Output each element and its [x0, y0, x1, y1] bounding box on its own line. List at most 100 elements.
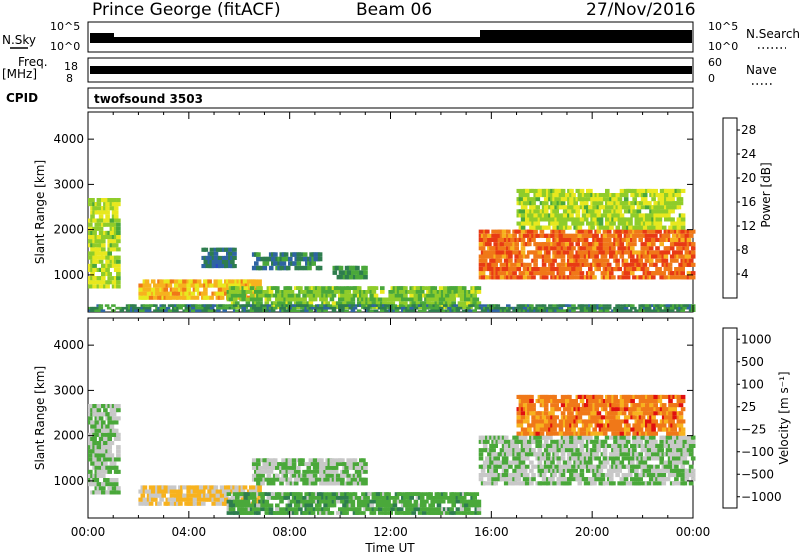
- data-cell: [524, 473, 530, 478]
- data-cell: [377, 511, 383, 515]
- data-cell: [535, 205, 541, 210]
- colorbar-tick-label: 24: [741, 147, 756, 161]
- data-cell: [623, 197, 629, 202]
- data-cell: [194, 287, 200, 292]
- data-cell: [173, 279, 179, 284]
- data-cell: [558, 267, 564, 272]
- data-cell: [651, 237, 656, 242]
- data-cell: [428, 309, 433, 312]
- data-cell: [291, 499, 297, 504]
- data-cell: [524, 477, 530, 482]
- data-cell: [257, 283, 262, 288]
- data-cell: [646, 237, 652, 242]
- data-cell: [529, 213, 534, 218]
- data-cell: [583, 217, 589, 222]
- data-cell: [211, 304, 217, 307]
- data-cell: [487, 233, 492, 238]
- data-cell: [651, 229, 656, 234]
- data-cell: [287, 293, 293, 298]
- data-cell: [596, 473, 601, 478]
- data-cell: [224, 255, 229, 260]
- cpid-value: twofsound 3503: [94, 92, 203, 106]
- data-cell: [690, 262, 696, 267]
- data-cell: [646, 448, 652, 453]
- data-cell: [105, 206, 110, 211]
- data-cell: [258, 265, 263, 271]
- data-cell: [335, 462, 341, 466]
- data-cell: [651, 448, 656, 453]
- data-cell: [281, 458, 286, 463]
- data-cell: [277, 293, 282, 298]
- data-cell: [140, 493, 146, 498]
- data-cell: [497, 250, 503, 255]
- data-cell: [105, 210, 110, 215]
- data-cell: [171, 287, 177, 292]
- data-cell: [346, 492, 351, 496]
- data-cell: [546, 267, 551, 272]
- data-cell: [672, 233, 677, 238]
- nsky-trace: [90, 30, 692, 43]
- data-cell: [665, 468, 671, 473]
- data-cell: [512, 271, 517, 276]
- data-cell: [300, 477, 305, 482]
- data-cell: [245, 309, 251, 312]
- data-cell: [514, 246, 519, 251]
- data-cell: [640, 205, 646, 210]
- data-cell: [482, 443, 488, 448]
- data-cell: [116, 272, 121, 277]
- data-cell: [569, 188, 574, 193]
- data-cell: [543, 464, 549, 469]
- data-cell: [602, 439, 608, 444]
- data-cell: [636, 435, 641, 440]
- data-cell: [293, 503, 299, 508]
- data-cell: [329, 473, 335, 478]
- data-cell: [438, 286, 444, 290]
- data-cell: [436, 492, 442, 496]
- data-cell: [449, 507, 454, 512]
- data-cell: [506, 304, 511, 307]
- data-cell: [176, 291, 181, 296]
- data-cell: [655, 464, 660, 469]
- data-cell: [173, 489, 179, 494]
- data-cell: [588, 229, 593, 234]
- data-cell: [457, 293, 463, 298]
- data-cell: [304, 286, 309, 290]
- data-cell: [645, 213, 650, 218]
- data-cell: [125, 309, 131, 312]
- data-cell: [617, 309, 622, 312]
- data-cell: [630, 460, 635, 465]
- data-cell: [268, 469, 274, 474]
- data-cell: [669, 306, 675, 310]
- data-cell: [499, 242, 505, 247]
- freq-label: Freq.: [18, 55, 48, 69]
- data-cell: [590, 254, 595, 259]
- data-cell: [487, 473, 492, 478]
- data-cell: [636, 250, 641, 255]
- data-cell: [331, 492, 337, 496]
- data-cell: [196, 489, 202, 494]
- data-cell: [564, 464, 570, 469]
- data-cell: [529, 399, 534, 404]
- data-cell: [116, 432, 121, 437]
- data-cell: [323, 503, 328, 508]
- data-cell: [482, 473, 488, 478]
- data-cell: [432, 507, 438, 512]
- data-cell: [617, 267, 622, 272]
- data-cell: [531, 473, 536, 478]
- power-x-ticks: [87, 112, 694, 312]
- data-cell: [676, 448, 681, 453]
- data-cell: [317, 256, 323, 262]
- data-cell: [107, 251, 112, 256]
- data-cell: [150, 287, 156, 292]
- data-cell: [606, 267, 612, 272]
- data-cell: [518, 197, 524, 202]
- data-cell: [88, 239, 93, 244]
- data-cell: [144, 295, 150, 300]
- data-cell: [413, 499, 419, 504]
- data-cell: [338, 297, 343, 302]
- data-cell: [186, 497, 191, 502]
- data-cell: [279, 481, 284, 486]
- data-cell: [468, 503, 473, 508]
- data-cell: [105, 284, 110, 289]
